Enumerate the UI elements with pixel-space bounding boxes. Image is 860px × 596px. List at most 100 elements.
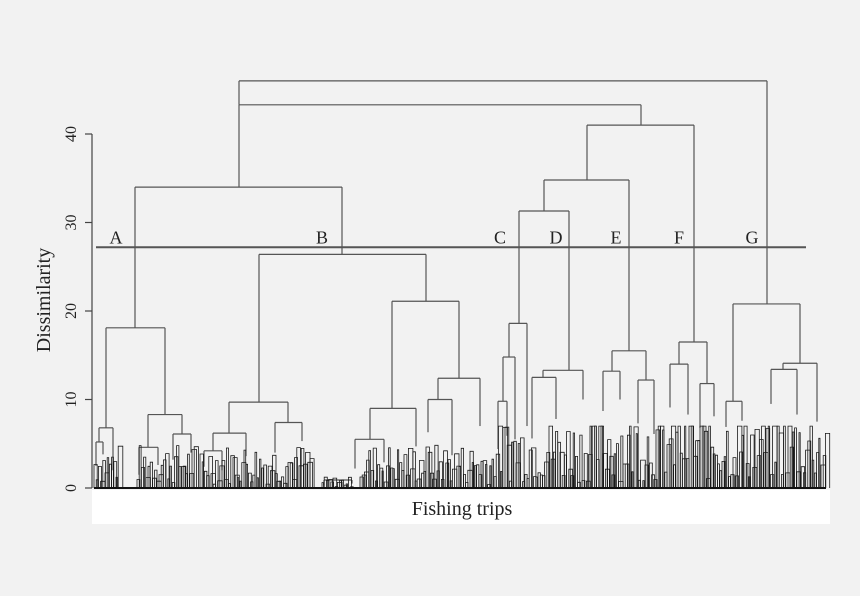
- leaf-branch: [458, 466, 461, 488]
- leaf-branch: [568, 468, 573, 488]
- leaf-branch: [609, 455, 614, 488]
- leaf-branch: [579, 434, 583, 488]
- y-tick-label: 30: [63, 215, 80, 231]
- leaf-branch: [660, 425, 665, 488]
- leaf-branch: [662, 429, 665, 488]
- cluster-label-b: B: [316, 227, 328, 247]
- leaf-branch: [684, 425, 687, 488]
- leaf-branch: [359, 476, 364, 488]
- leaf-branch: [651, 474, 655, 488]
- y-tick-label: 0: [63, 484, 80, 492]
- leaf-branch: [381, 470, 384, 488]
- leaf-branch: [187, 453, 190, 488]
- leaf-branch: [528, 449, 533, 488]
- leaf-branch: [256, 477, 259, 488]
- leaf-branch: [230, 455, 235, 488]
- leaf-branch: [594, 425, 597, 488]
- leaf-branch: [113, 461, 118, 488]
- cluster-label-g: G: [746, 227, 759, 247]
- leaf-branch: [226, 447, 229, 488]
- leaf-branch: [343, 484, 348, 488]
- leaf-branch: [254, 451, 258, 488]
- leaf-branch: [526, 478, 530, 488]
- leaf-branch: [572, 432, 575, 488]
- leaf-branch: [267, 465, 273, 488]
- leaf-branch: [445, 462, 450, 488]
- leaf-branch: [548, 425, 553, 488]
- leaf-branch: [199, 453, 204, 488]
- leaf-branch: [366, 459, 370, 488]
- leaf-branch: [443, 450, 448, 488]
- leaf-branch: [165, 453, 170, 488]
- leaf-branch: [390, 467, 394, 488]
- leaf-branch: [248, 472, 252, 488]
- leaf-branch: [642, 480, 645, 488]
- leaf-branch: [487, 484, 491, 488]
- dendrogram-tree: [95, 80, 818, 486]
- leaf-branch: [555, 431, 559, 488]
- leaf-branch: [719, 470, 722, 488]
- leaf-branch: [745, 463, 750, 488]
- leaf-branch: [243, 449, 247, 488]
- cluster-label-d: D: [550, 227, 563, 247]
- leaf-branch: [616, 443, 619, 488]
- cluster-label-c: C: [494, 227, 506, 247]
- leaf-branch: [109, 463, 112, 488]
- leaf-branch: [182, 465, 187, 488]
- leaf-branch: [723, 456, 727, 488]
- leaf-branch: [423, 471, 426, 488]
- leaf-branch: [372, 447, 377, 488]
- leaf-branch: [653, 479, 658, 488]
- cluster-label-f: F: [674, 227, 684, 247]
- leaf-branch: [611, 474, 616, 488]
- leaf-branch: [392, 468, 395, 488]
- leaf-branch: [633, 426, 639, 488]
- leaf-branch: [263, 464, 267, 488]
- leaf-branch: [106, 457, 110, 488]
- leaf-branch: [561, 475, 566, 488]
- leaf-branch: [283, 482, 288, 488]
- leaf-branch: [388, 447, 391, 488]
- leaf-branch: [471, 462, 474, 488]
- leaf-branch: [726, 430, 729, 488]
- dendrogram-leaves: [93, 425, 831, 489]
- leaf-branch: [629, 425, 632, 488]
- leaf-branch: [403, 454, 408, 488]
- leaf-branch: [756, 455, 762, 488]
- leaf-branch: [649, 462, 653, 488]
- leaf-branch: [281, 476, 285, 488]
- leaf-branch: [438, 461, 443, 488]
- leaf-branch: [715, 454, 718, 488]
- leaf-branch: [138, 445, 142, 488]
- xlabel-strip: [92, 490, 830, 524]
- y-tick-label: 20: [63, 303, 80, 319]
- leaf-branch: [430, 472, 434, 488]
- leaf-branch: [463, 474, 466, 488]
- leaf-branch: [581, 480, 586, 488]
- leaf-branch: [489, 465, 492, 488]
- leaf-branch: [646, 436, 650, 488]
- leaf-branch: [341, 479, 344, 488]
- leaf-branch: [807, 440, 812, 488]
- leaf-branch: [261, 467, 264, 488]
- leaf-branch: [469, 450, 474, 488]
- leaf-branch: [644, 464, 649, 488]
- leaf-branch: [412, 451, 416, 488]
- leaf-branch: [717, 463, 720, 488]
- leaf-branch: [575, 456, 578, 488]
- leaf-branch: [750, 434, 755, 488]
- leaf-branch: [221, 460, 226, 488]
- leaf-branch: [296, 447, 301, 488]
- leaf-branch: [712, 453, 716, 488]
- leaf-branch: [274, 473, 278, 488]
- leaf-branch: [511, 441, 514, 488]
- y-tick-label: 40: [63, 126, 80, 142]
- leaf-branch: [710, 446, 715, 488]
- leaf-branch: [272, 454, 277, 488]
- leaf-branch: [379, 467, 384, 488]
- leaf-branch: [178, 466, 183, 488]
- leaf-branch: [259, 458, 262, 488]
- leaf-branch: [721, 461, 726, 488]
- leaf-branch: [792, 431, 795, 488]
- leaf-branch: [348, 476, 352, 488]
